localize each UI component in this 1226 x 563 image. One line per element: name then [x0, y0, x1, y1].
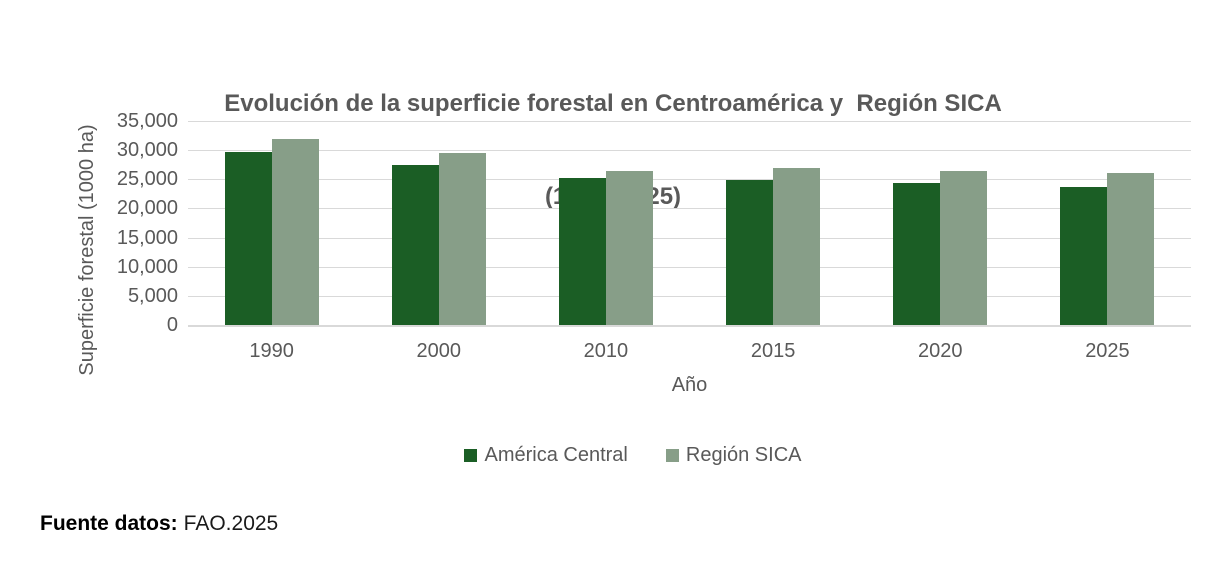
x-tick-label-2015: 2015	[750, 340, 796, 362]
legend: América Central Región SICA	[40, 444, 1226, 467]
x-tick-label-2020: 2020	[918, 340, 963, 362]
bar-group-1990	[188, 121, 355, 325]
source-value: FAO.2025	[183, 512, 279, 535]
bar-2000-region-sica	[438, 153, 486, 325]
gridline	[188, 179, 1191, 181]
legend-label: América Central	[484, 444, 628, 466]
gridline	[188, 295, 1191, 297]
bar-2025-america-central	[1060, 186, 1108, 325]
legend-swatch-icon	[464, 449, 478, 462]
bar-2010-america-central	[558, 177, 606, 325]
legend-label: Región SICA	[685, 444, 802, 466]
x-tick-label-1990: 1990	[249, 340, 294, 362]
y-tick-label: 5,000	[127, 284, 178, 307]
plot-area	[188, 121, 1191, 327]
y-tick-label: 30,000	[116, 139, 178, 162]
gridline	[188, 237, 1191, 239]
bar-2015-america-central	[726, 179, 774, 325]
x-axis-ticks: 1990 2000 2010 2015 2020 2025	[188, 340, 1191, 363]
y-tick-label: 20,000	[116, 197, 178, 220]
legend-swatch-icon	[665, 449, 679, 462]
x-tick-label-2000: 2000	[416, 340, 462, 362]
bar-2010-region-sica	[605, 170, 653, 325]
source-label: Fuente datos:	[40, 512, 178, 535]
bar-group-2025	[1024, 121, 1191, 325]
gridline	[188, 266, 1191, 268]
bar-2020-america-central	[893, 183, 941, 325]
y-axis-ticks: 35,000 30,000 25,000 20,000 15,000 10,000 5,00…	[88, 111, 178, 335]
bar-2015-region-sica	[773, 167, 821, 325]
bar-1990-america-central	[224, 152, 272, 325]
source-note: Fuente datos: FAO.2025	[40, 512, 278, 536]
bar-1990-region-sica	[271, 139, 319, 325]
bar-group-2010	[522, 121, 689, 325]
legend-item-region-sica: Región SICA	[665, 444, 802, 467]
x-tick-label-2010: 2010	[583, 340, 629, 362]
bar-group-2000	[355, 121, 522, 325]
bar-group-2015	[690, 121, 857, 325]
gridline	[188, 121, 1191, 122]
gridline	[188, 150, 1191, 152]
y-tick-label: 15,000	[116, 226, 178, 249]
y-tick-label: 0	[166, 314, 178, 336]
legend-item-america-central: América Central	[464, 444, 628, 467]
chart-title-line1: Evolución de la superficie forestal en C…	[224, 90, 1002, 117]
x-tick-label-2025: 2025	[1085, 340, 1130, 362]
bar-2025-region-sica	[1107, 173, 1155, 325]
y-tick-label: 35,000	[116, 110, 178, 132]
x-axis-label: Año	[671, 374, 708, 396]
gridline	[188, 208, 1191, 210]
bar-2020-region-sica	[940, 170, 988, 325]
y-tick-label: 25,000	[116, 168, 178, 191]
y-tick-label: 10,000	[116, 255, 178, 278]
bar-2000-america-central	[391, 165, 439, 325]
bar-group-2020	[857, 121, 1024, 325]
